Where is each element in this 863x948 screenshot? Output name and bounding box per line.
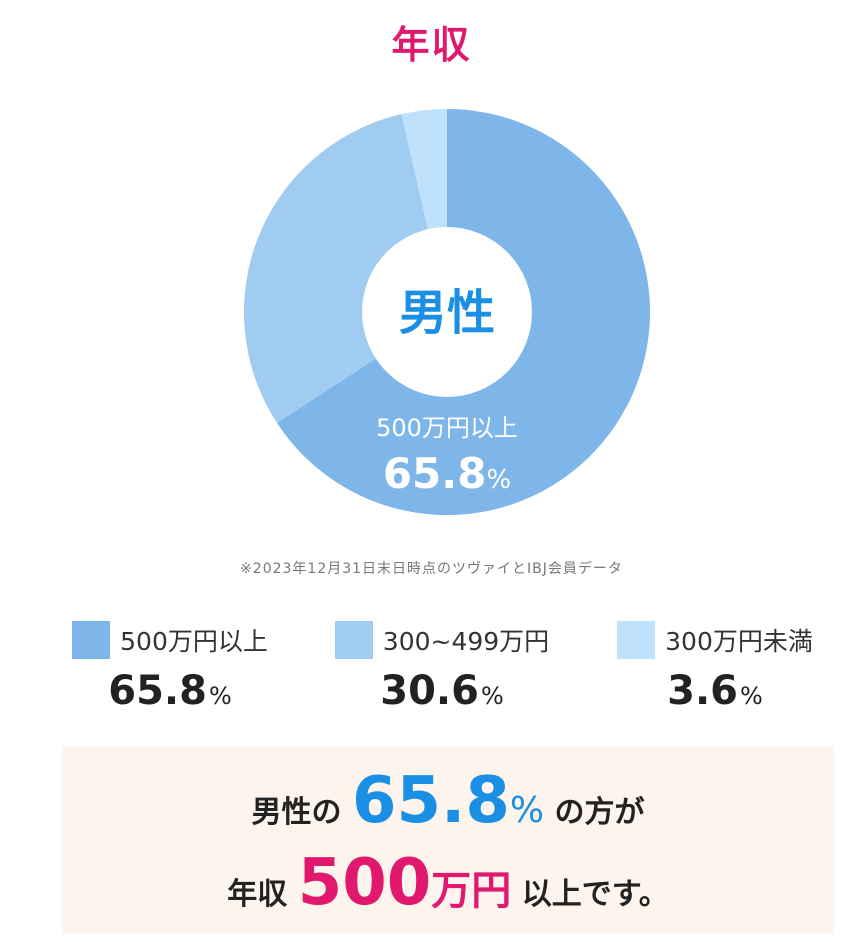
legend-value: 65.8% — [108, 668, 232, 714]
slice-value: 65.8% — [383, 449, 511, 498]
slice-label: 500万円以上 — [376, 414, 518, 442]
summary-percentage: 65.8 — [351, 764, 510, 838]
legend-swatch — [334, 621, 373, 659]
donut-center-label: 男性 — [399, 285, 495, 341]
summary-line-1: 男性の 65.8% の方が — [251, 764, 645, 838]
legend-label: 300万円未満 — [665, 627, 813, 656]
legend-label: 500万円以上 — [120, 627, 268, 656]
legend-label: 300~499万円 — [382, 627, 550, 656]
legend-swatch — [617, 621, 656, 659]
legend-swatch — [72, 621, 111, 659]
donut-hole — [362, 227, 532, 397]
legend-value: 3.6% — [667, 668, 763, 714]
summary-box: 男性の 65.8% の方が 年収 500万円 以上です。 — [62, 746, 834, 934]
summary-income-threshold: 500 — [297, 846, 432, 920]
legend-value: 30.6% — [380, 668, 504, 714]
legend-item-under300: 300万円未満 3.6% — [585, 620, 845, 714]
data-source-note: ※2023年12月31日末日時点のツヴァイとIBJ会員データ — [240, 561, 623, 577]
pie-slice-1 — [243, 114, 447, 423]
legend-item-300-499: 300~499万円 30.6% — [312, 620, 572, 714]
chart-title: 年収 — [391, 23, 472, 67]
legend-item-500plus: 500万円以上 65.8% — [40, 620, 300, 714]
chart-legend: 500万円以上 65.8% 300~499万円 30.6% 300万円未満 3.… — [0, 620, 863, 720]
summary-line-2: 年収 500万円 以上です。 — [227, 846, 669, 920]
donut-chart: 男性 500万円以上 65.8% — [243, 109, 650, 516]
